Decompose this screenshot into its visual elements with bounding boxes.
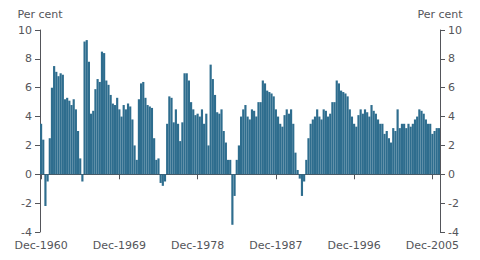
svg-text:6: 6	[448, 81, 455, 94]
svg-text:-4: -4	[448, 226, 459, 239]
svg-text:Dec-1996: Dec-1996	[328, 239, 381, 252]
svg-text:4: 4	[25, 110, 32, 123]
svg-text:4: 4	[448, 110, 455, 123]
svg-text:Dec-1978: Dec-1978	[171, 239, 224, 252]
svg-text:2: 2	[448, 139, 455, 152]
svg-text:2: 2	[25, 139, 32, 152]
svg-text:Dec-1969: Dec-1969	[93, 239, 146, 252]
svg-text:Dec-1987: Dec-1987	[249, 239, 302, 252]
svg-text:10: 10	[448, 24, 462, 37]
svg-text:Per cent: Per cent	[417, 8, 463, 21]
svg-text:10: 10	[18, 24, 32, 37]
svg-text:8: 8	[448, 52, 455, 65]
svg-text:8: 8	[25, 52, 32, 65]
svg-text:-4: -4	[21, 226, 32, 239]
svg-text:6: 6	[25, 81, 32, 94]
svg-text:-2: -2	[448, 197, 459, 210]
svg-text:0: 0	[25, 168, 32, 181]
svg-text:0: 0	[448, 168, 455, 181]
svg-text:Dec-2005: Dec-2005	[406, 239, 459, 252]
svg-text:Dec-1960: Dec-1960	[14, 239, 67, 252]
svg-text:Per cent: Per cent	[17, 8, 63, 21]
svg-text:-2: -2	[21, 197, 32, 210]
